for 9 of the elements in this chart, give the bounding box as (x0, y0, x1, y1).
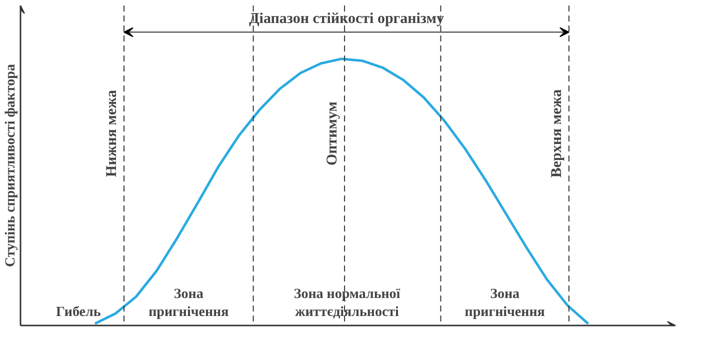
annotation: Зона пригнічення (148, 287, 230, 320)
annotation: Оптимум (324, 101, 341, 166)
annotation: Гибель (56, 305, 102, 320)
annotation: Зона пригнічення (464, 287, 546, 320)
annotation: Зона нормальної життєдіяльності (294, 287, 400, 320)
chart-title: Діапазон стійкості організму (248, 10, 444, 27)
y-axis-title: Ступінь сприятливості фактора (4, 64, 18, 267)
annotation: Нижня межа (104, 90, 120, 177)
annotation: Верхня межа (548, 88, 565, 178)
